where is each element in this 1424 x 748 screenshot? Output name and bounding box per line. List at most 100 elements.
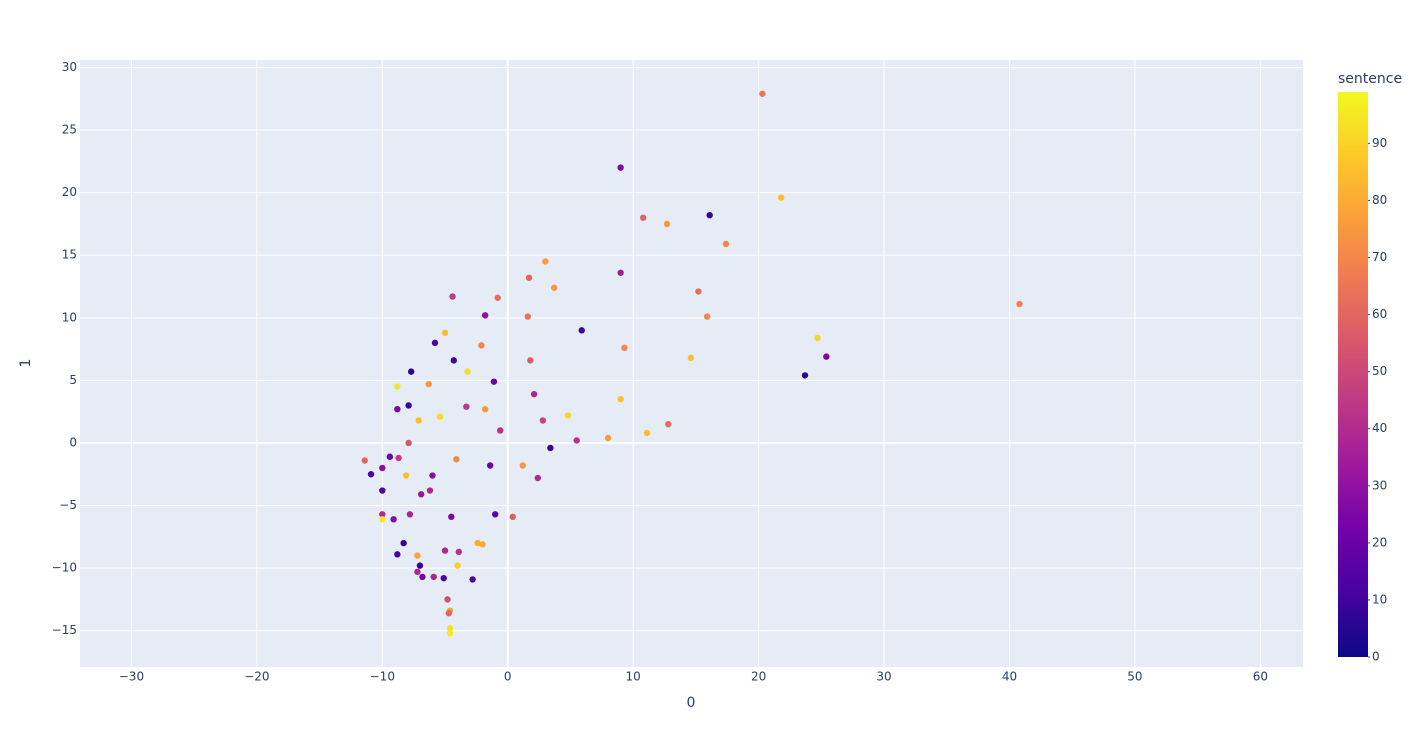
point — [479, 541, 486, 548]
x-axis-title: 0 — [687, 695, 696, 711]
point — [617, 164, 624, 171]
point — [431, 339, 439, 347]
point — [519, 462, 526, 469]
colorbar — [1338, 92, 1368, 657]
point — [604, 434, 612, 442]
point — [441, 547, 449, 554]
point — [449, 293, 456, 300]
point — [407, 368, 415, 375]
point — [367, 471, 375, 478]
colorbar-tick-label: 0 — [1372, 650, 1380, 664]
plot-area — [80, 60, 1303, 667]
y-tick-label: 15 — [62, 248, 77, 262]
y-tick-label: 20 — [62, 185, 77, 199]
point — [429, 472, 436, 479]
point — [394, 405, 401, 413]
point — [416, 562, 424, 569]
point — [497, 427, 504, 434]
point — [425, 380, 432, 388]
point — [417, 491, 425, 498]
y-tick-label: −10 — [52, 561, 77, 575]
x-tick-label: −30 — [119, 670, 144, 684]
point — [617, 395, 624, 403]
point — [379, 516, 386, 523]
point — [491, 511, 499, 518]
point — [379, 511, 386, 518]
point — [534, 474, 542, 482]
point — [436, 413, 444, 420]
point — [663, 220, 671, 228]
x-tick-label: 60 — [1253, 670, 1268, 684]
point — [643, 429, 651, 437]
point — [415, 417, 422, 424]
point — [453, 456, 460, 463]
colorbar-tick-label: 80 — [1372, 193, 1387, 207]
point — [446, 625, 454, 632]
point — [481, 312, 489, 319]
point — [823, 353, 830, 360]
x-tick-label: −20 — [244, 670, 269, 684]
point — [703, 313, 711, 320]
x-tick-label: −10 — [370, 670, 395, 684]
point — [386, 453, 394, 460]
point — [527, 357, 534, 364]
point — [621, 344, 628, 352]
x-tick-label: 10 — [626, 670, 641, 684]
point — [564, 412, 572, 419]
colorbar-tick-label: 50 — [1372, 364, 1387, 378]
point — [445, 609, 452, 617]
point — [400, 539, 407, 547]
point — [1016, 300, 1023, 308]
point — [395, 454, 402, 462]
colorbar-tick-label: 30 — [1372, 478, 1387, 492]
point — [402, 472, 410, 479]
point — [450, 357, 457, 364]
point — [695, 288, 702, 295]
point — [440, 574, 447, 582]
x-tick-label: 40 — [1002, 670, 1017, 684]
point — [394, 551, 401, 558]
point — [494, 294, 501, 301]
colorbar-tick-label: 70 — [1372, 250, 1387, 264]
point — [405, 402, 412, 409]
point — [547, 444, 554, 452]
point — [414, 552, 421, 559]
y-tick-label: 10 — [62, 310, 77, 324]
x-tick-label: 50 — [1127, 670, 1142, 684]
point — [478, 342, 485, 349]
y-tick-label: −5 — [59, 498, 77, 512]
point — [530, 390, 538, 398]
colorbar-tick-label: 40 — [1372, 421, 1387, 435]
point — [444, 596, 451, 603]
x-tick-label: 0 — [504, 670, 512, 684]
point — [430, 573, 437, 581]
point — [419, 573, 426, 581]
point — [405, 439, 412, 447]
y-tick-label: 30 — [62, 60, 77, 74]
point — [722, 240, 730, 248]
point — [801, 372, 809, 379]
point — [464, 368, 471, 375]
point — [525, 274, 533, 281]
x-tick-label: 20 — [751, 670, 766, 684]
point — [578, 327, 585, 334]
point — [550, 284, 558, 291]
point — [469, 576, 476, 583]
point — [379, 487, 386, 494]
colorbar-tick-label: 10 — [1372, 592, 1387, 606]
point — [814, 334, 821, 342]
point — [706, 211, 713, 219]
point — [573, 437, 580, 444]
point — [454, 562, 461, 569]
y-tick-label: −15 — [52, 623, 77, 637]
y-tick-label: 25 — [62, 123, 77, 137]
point — [361, 457, 368, 464]
point — [777, 194, 785, 201]
x-tick-label: 30 — [876, 670, 891, 684]
point — [406, 511, 414, 518]
colorbar-title: sentence — [1338, 71, 1402, 87]
point — [414, 568, 421, 576]
point — [542, 258, 549, 265]
point — [481, 405, 489, 413]
